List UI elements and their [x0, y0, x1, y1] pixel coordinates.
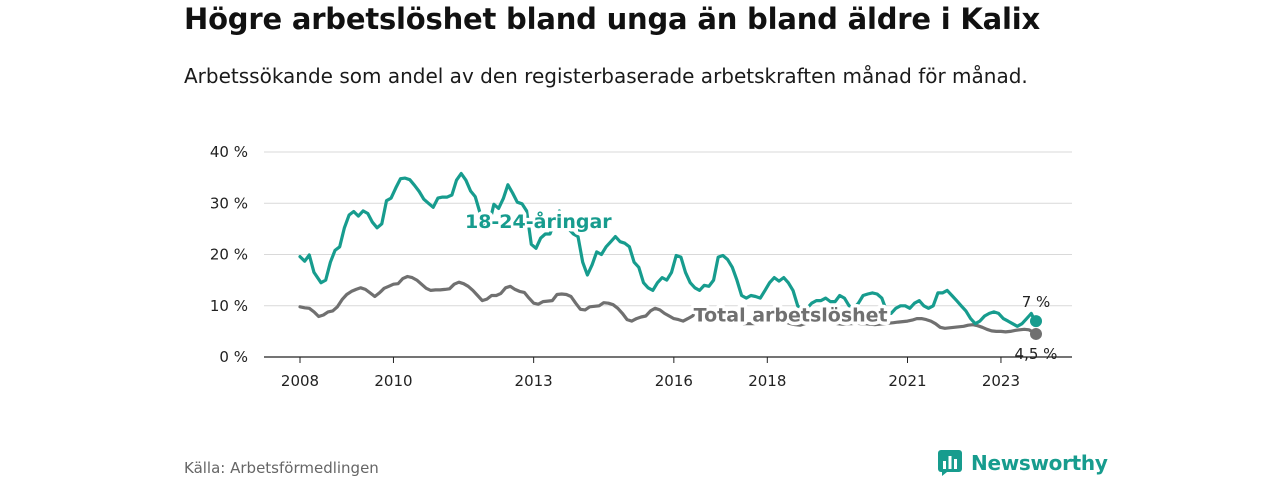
chart-subtitle: Arbetssökande som andel av den registerb…	[184, 64, 1028, 88]
x-tick-label: 2013	[515, 372, 553, 390]
x-axis: 2008 2010 2013 2016 2018 2021 2023	[264, 356, 1072, 390]
x-tick-label: 2021	[888, 372, 926, 390]
series-label-halo: 18-24-åringar	[465, 209, 612, 233]
x-tick-label: 2008	[281, 372, 319, 390]
brand-logo[interactable]: Newsworthy	[937, 449, 1108, 477]
chart-title: Högre arbetslöshet bland unga än bland ä…	[184, 2, 1041, 36]
series-label: Total arbetslöshet	[694, 305, 888, 327]
source-note: Källa: Arbetsförmedlingen	[184, 459, 379, 477]
end-point-youth	[1030, 315, 1042, 328]
series-line-total	[298, 274, 1038, 336]
y-tick-label: 30 %	[210, 194, 248, 212]
end-label-youth: 7 %	[1022, 293, 1051, 311]
y-tick-label: 20 %	[210, 246, 248, 264]
y-tick-label: 10 %	[210, 297, 248, 315]
end-label-total: 4,5 %	[1015, 345, 1058, 363]
newsworthy-logo-icon	[938, 450, 962, 476]
x-tick-label: 2010	[374, 372, 412, 390]
y-tick-label: 40 %	[210, 143, 248, 161]
series-label-halo: Total arbetslöshet	[694, 305, 888, 327]
x-tick-label: 2023	[982, 372, 1020, 390]
x-tick-label: 2018	[748, 372, 786, 390]
brand-name: Newsworthy	[971, 451, 1108, 475]
series-line-youth	[298, 171, 1038, 328]
end-point-total	[1030, 327, 1042, 340]
series-label: 18-24-åringar	[465, 209, 612, 233]
gridlines: 0 % 10 % 20 % 30 % 40 %	[210, 143, 1072, 366]
x-tick-label: 2016	[655, 372, 693, 390]
y-tick-label: 0 %	[219, 348, 248, 366]
series-labels: 7 %4,5 %18-24-åringar18-24-åringarTotal …	[461, 205, 1058, 363]
series-lines	[298, 171, 1042, 340]
